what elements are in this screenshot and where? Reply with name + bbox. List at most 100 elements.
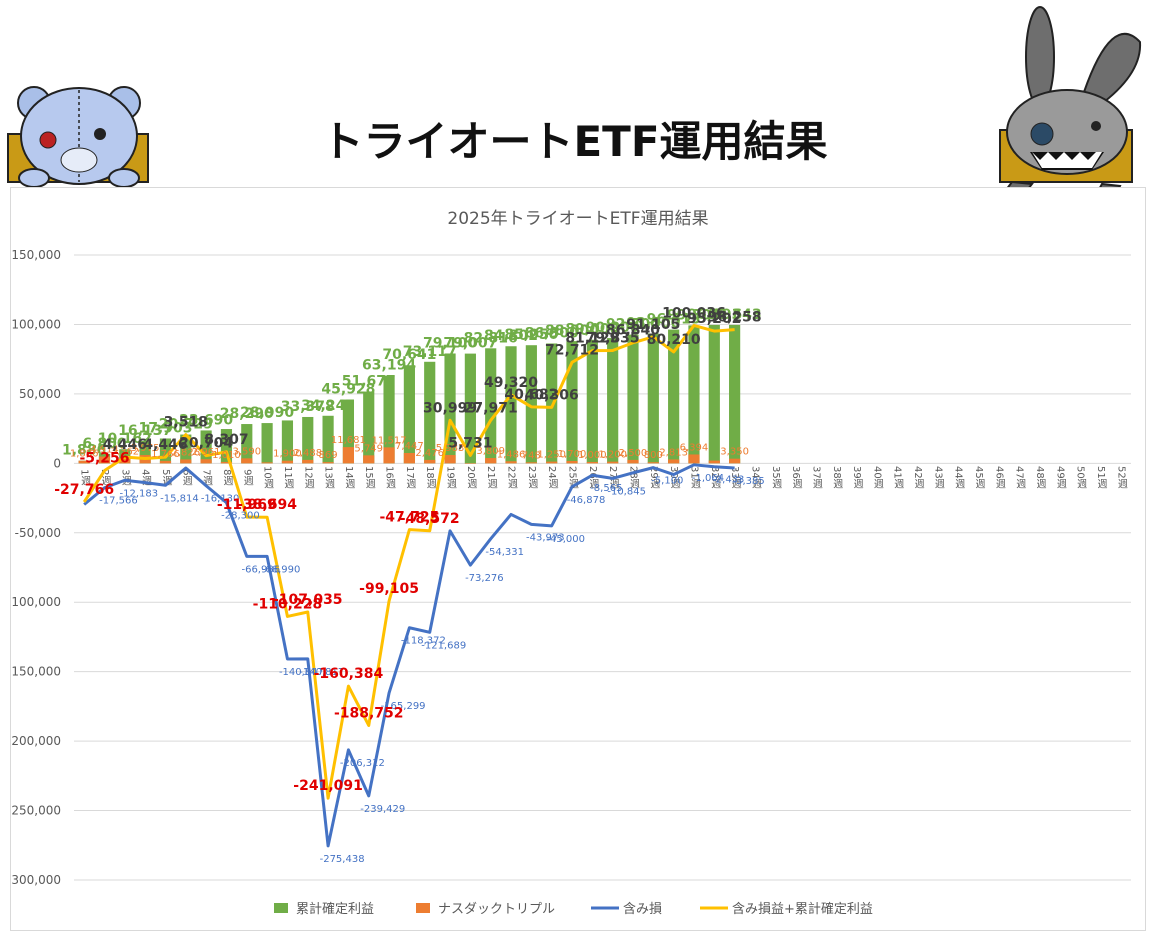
data-label: -16,130	[201, 494, 240, 505]
data-label: 96,193	[687, 307, 741, 323]
x-tick-label: 44週	[953, 466, 965, 489]
cumulative-profit-bar	[363, 391, 375, 464]
nasdaq-triple-bar	[688, 454, 700, 464]
y-tick-label: -100,000	[11, 595, 61, 609]
cumulative-profit-bar	[159, 438, 172, 464]
data-label: -66,990	[262, 564, 301, 575]
cumulative-profit-bar	[708, 324, 720, 464]
data-label: -140,847	[279, 667, 324, 678]
cumulative-profit-bar	[729, 324, 741, 464]
x-tick-label: 22週	[506, 466, 518, 489]
data-label: 1,486	[497, 449, 526, 460]
legend-swatch	[274, 903, 288, 913]
data-label: 27,971	[464, 400, 518, 416]
data-label: 1,250	[537, 450, 566, 461]
unrealized-loss-line	[83, 463, 735, 848]
nasdaq-triple-bar	[119, 458, 131, 464]
data-label: -28,300	[221, 511, 260, 522]
cumulative-profit-bar	[424, 361, 436, 464]
data-label: 6,394	[680, 442, 709, 453]
data-label: 7,447	[395, 441, 424, 452]
cumulative-profit-bar	[525, 345, 537, 464]
x-tick-label: 1週	[79, 469, 91, 485]
data-label: -38,694	[237, 497, 297, 513]
data-label: 6,800	[82, 436, 127, 452]
cumulative-profit-bar	[647, 333, 659, 464]
y-tick-label: -50,000	[15, 526, 61, 540]
y-tick-label: 50,000	[19, 387, 61, 401]
data-label: -47,725	[379, 510, 439, 526]
gridlines	[74, 254, 1131, 881]
nasdaq-triple-bar	[525, 462, 537, 464]
x-tick-label: 51週	[1095, 466, 1107, 489]
cumulative-profit-bar	[444, 353, 456, 464]
legend-label: 累計確定利益	[296, 901, 374, 917]
x-tick-label: 35週	[770, 466, 782, 489]
data-label: -107,035	[273, 592, 343, 608]
y-axis-ticks: 150,000 100,000 50,000 0 -50,000 -100,000 -150…	[11, 248, 61, 887]
nasdaq-triple-bar	[627, 459, 639, 464]
x-tick-label: 47週	[1014, 466, 1026, 489]
x-tick-label: 49週	[1054, 466, 1066, 489]
data-label: 4,446	[103, 437, 147, 453]
data-label: 3,590	[232, 446, 261, 457]
data-label: 28,990	[240, 405, 294, 421]
data-label: -11,969	[217, 497, 277, 513]
cumulative-profit-bar	[688, 325, 700, 464]
data-label: 4,446	[143, 437, 187, 453]
data-label: -3,385	[733, 476, 765, 487]
data-label: 99,309	[667, 307, 721, 323]
nasdaq-triple-bar	[261, 462, 273, 464]
data-label: 8,307	[204, 432, 248, 448]
cumulative-profit-bar	[200, 430, 212, 464]
data-label: -73,276	[465, 573, 504, 584]
data-label: 1,766	[151, 449, 180, 460]
data-label: 23,690	[179, 412, 233, 428]
data-label: 45,928	[321, 382, 375, 398]
x-tick-label: 31週	[688, 466, 700, 489]
x-tick-label: 25週	[567, 466, 579, 489]
data-label: -12,183	[120, 488, 159, 499]
data-label: 33,378	[281, 399, 335, 415]
data-label: 5,983	[436, 443, 465, 454]
chart-canvas: 2025年トライオートETF運用結果 150,000 100,000 50,000 0…	[11, 209, 1131, 917]
nasdaq-triple-bar	[586, 461, 598, 464]
data-label: 3,362	[110, 447, 139, 458]
x-tick-label: 26週	[587, 466, 599, 489]
nasdaq-triple-bar	[464, 463, 476, 464]
x-tick-label: 18週	[424, 466, 436, 489]
legend-label: 含み損	[623, 901, 662, 917]
nasdaq-triple-bar	[281, 460, 294, 464]
data-label: 40,682	[504, 387, 558, 403]
data-label: 30,999	[423, 400, 477, 416]
data-label: 82,816	[464, 330, 518, 346]
rabbit-mascot-icon	[995, 6, 1142, 216]
y-tick-label: 0	[53, 456, 61, 470]
data-label: 79,835	[586, 331, 640, 347]
data-label: -27,766	[54, 482, 114, 498]
x-tick-label: 45週	[973, 466, 985, 489]
line-series	[82, 323, 735, 848]
cumulative-profit-bar	[464, 353, 476, 464]
x-tick-label: 7週	[201, 469, 213, 485]
data-label: 1,000	[578, 450, 607, 461]
data-label: -121,689	[421, 640, 466, 651]
data-label: 79,007	[443, 336, 497, 352]
data-label: 80,210	[647, 332, 701, 348]
data-label: -188,752	[334, 705, 404, 721]
x-tick-label: 10週	[262, 466, 274, 489]
chart-title: 2025年トライオートETF運用結果	[447, 209, 708, 229]
data-label: 3,809	[476, 446, 505, 457]
data-label: 84,302	[484, 328, 538, 344]
data-label: 2,826	[171, 447, 200, 458]
data-label: -10,845	[607, 486, 646, 497]
data-label: 100,036	[662, 305, 726, 321]
data-label: 51,677	[342, 374, 396, 390]
cumulative-profit-bar	[281, 420, 294, 464]
nasdaq-triple-bar	[729, 458, 741, 464]
data-label: 20,704	[179, 436, 233, 452]
y-tick-label: -150,000	[11, 665, 61, 679]
nasdaq-triple-bar	[403, 452, 415, 464]
x-tick-label: 12週	[302, 466, 314, 489]
nasdaq-triple-bar	[424, 459, 436, 464]
